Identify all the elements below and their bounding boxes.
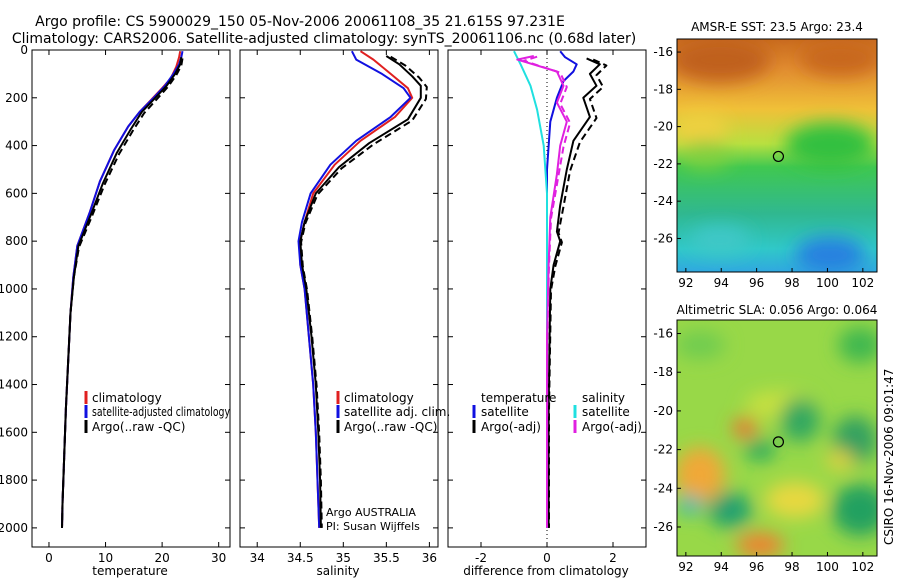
map-x-tick-label: 102 [851,560,874,574]
argo-location-marker [772,150,785,163]
series-line-argo-adj--5 [522,55,572,528]
temperature-legend: climatology satellite-adjusted climatolo… [84,391,230,434]
x-tick-label: 34 [250,551,265,565]
map-x-tick-label: 94 [714,276,729,290]
x-tick-label: 35.5 [373,551,400,565]
sla-map-title: Altimetric SLA: 0.056 Argo: 0.064 [677,303,878,317]
y-tick-label: 400 [5,139,28,153]
series-line-satellite-3 [513,50,548,528]
temperature-profile-plot: 0 10 20 30 0 200 400 600 800 1000 1200 1400 1600 1800… [0,43,230,565]
map-y-tick-label: -22 [653,443,673,457]
legend-label-climatology: climatology [344,391,414,405]
sst-map-axes: 92 94 96 98 100 102 -16 -18 -20 -22 -24 -26 [653,45,874,290]
x-tick-label: 35 [336,551,351,565]
legend-label-satellite: satellite-adjusted climatology [92,405,230,419]
difference-legend: temperature satellite Argo(-adj) salinit… [472,391,642,434]
sst-heatmap [677,39,877,272]
header-line-1: Argo profile: CS 5900029_150 05-Nov-2006… [35,14,565,30]
x-tick-label: 0 [543,551,551,565]
series-line-climatology-0 [61,51,182,528]
sla-map-frame [676,319,878,557]
legend-label-temp-argo: Argo(-adj) [481,420,541,434]
map-y-tick-label: -20 [653,404,673,418]
csiro-timestamp: CSIRO 16-Nov-2006 09:01:47 [882,369,896,545]
map-x-tick-label: 94 [714,560,729,574]
y-tick-label: 200 [5,91,28,105]
map-y-tick-label: -22 [653,157,673,171]
map-x-tick-label: 92 [678,276,693,290]
y-tick-label: 2000 [0,521,28,535]
salinity-profile-plot: 34 34.5 35 35.5 36 [240,49,438,565]
salinity-plot-frame [239,49,439,548]
argo-annotation-line-2: PI: Susan Wijffels [326,520,420,533]
map-y-tick-label: -18 [653,82,673,96]
sla-map-axes: 92 94 96 98 100 102 -16 -18 -20 -22 -24 -26 [653,327,874,574]
legend-label-sal-argo: Argo(-adj) [582,420,642,434]
y-tick-label: 600 [5,186,28,200]
map-y-tick-label: -18 [653,365,673,379]
map-y-tick-label: -24 [653,481,673,495]
difference-profile-plot: -2 0 2 [448,49,646,565]
legend-label-argo: Argo(..raw -QC) [344,420,437,434]
map-x-tick-label: 100 [816,560,839,574]
series-line-argo-raw-qc--3 [61,58,184,528]
series-line-argo-adj--4 [516,55,568,528]
map-y-tick-label: -26 [653,520,673,534]
map-x-tick-label: 96 [749,276,764,290]
map-y-tick-label: -26 [653,231,673,245]
temperature-plot-frame [31,49,231,548]
argo-annotation-line-1: Argo AUSTRALIA [326,506,416,519]
map-x-tick-label: 102 [851,276,874,290]
x-tick-label: 0 [45,551,53,565]
legend-header-salinity: salinity [582,391,625,405]
y-tick-label: 1200 [0,330,28,344]
x-tick-label: 20 [154,551,169,565]
salinity-legend: climatology satellite adj. clim. Argo(..… [336,391,450,434]
y-tick-label: 1400 [0,378,28,392]
map-x-tick-label: 100 [816,276,839,290]
legend-label-argo: Argo(..raw -QC) [92,420,185,434]
x-tick-label: 2 [609,551,617,565]
legend-header-temperature: temperature [481,391,556,405]
series-line-argo-adj--2 [548,58,608,528]
difference-axis-label: difference from climatology [463,564,629,578]
x-tick-label: 30 [211,551,226,565]
map-x-tick-label: 98 [784,560,799,574]
y-tick-label: 0 [20,43,28,57]
x-tick-label: 34.5 [287,551,314,565]
y-tick-label: 800 [5,234,28,248]
legend-label-temp-satellite: satellite [481,405,529,419]
y-tick-label: 1800 [0,473,28,487]
map-y-tick-label: -16 [653,327,673,341]
map-y-tick-label: -20 [653,120,673,134]
legend-label-satellite: satellite adj. clim. [344,405,450,419]
argo-location-marker [772,436,785,448]
series-line-argo-raw-qc--2 [299,55,422,528]
map-x-tick-label: 98 [784,276,799,290]
sla-heatmap [677,320,877,556]
legend-label-climatology: climatology [92,391,162,405]
sst-map-frame [676,38,878,273]
series-line-argo-raw-qc--3 [300,55,428,528]
x-tick-label: 36 [422,551,437,565]
series-line-satellite-0 [546,50,578,528]
series-line-argo-adj--1 [547,57,601,528]
x-tick-label: -2 [475,551,487,565]
series-line-argo-raw-qc--2 [61,57,183,528]
temperature-axis-label: temperature [92,564,167,578]
y-tick-label: 1000 [0,282,28,296]
map-y-tick-label: -24 [653,194,673,208]
x-tick-label: 10 [98,551,113,565]
salinity-axis-label: salinity [316,564,359,578]
map-y-tick-label: -16 [653,45,673,59]
legend-label-sal-satellite: satellite [582,405,630,419]
series-line-satellite-adjusted-climatology-1 [61,51,184,528]
sst-map-title: AMSR-E SST: 23.5 Argo: 23.4 [691,20,863,34]
map-x-tick-label: 92 [678,560,693,574]
map-x-tick-label: 96 [749,560,764,574]
header-line-2: Climatology: CARS2006. Satellite-adjuste… [12,31,636,47]
y-tick-label: 1600 [0,425,28,439]
series-line-satellite-adj-clim--1 [297,50,412,528]
